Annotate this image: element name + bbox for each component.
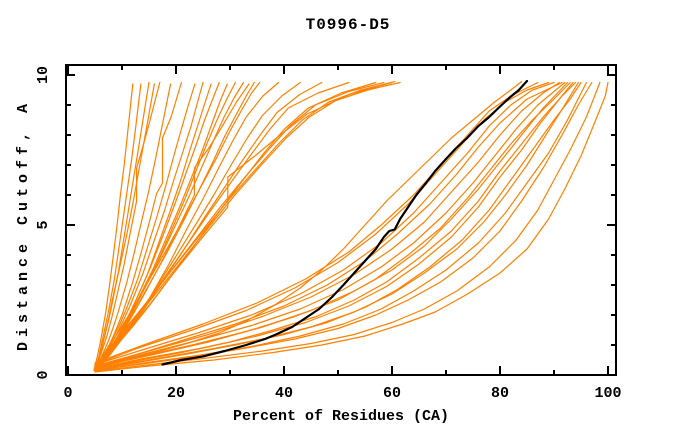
tick-labels-layer: 0 20 40 60 80 100 0 5 10 (35, 66, 622, 402)
model-curve (94, 81, 561, 367)
model-curve (94, 81, 555, 366)
x-tick-label: 0 (63, 385, 72, 402)
model-curve (94, 81, 161, 370)
model-curve (94, 81, 577, 370)
x-axis-label: Percent of Residues (CA) (233, 408, 449, 425)
reference-curve (161, 79, 529, 366)
x-tick-label: 100 (594, 385, 621, 402)
model-curve (94, 81, 385, 367)
model-curve (94, 81, 609, 373)
model-curve (97, 81, 220, 370)
model-curve (94, 83, 142, 372)
x-tick-label: 80 (491, 385, 509, 402)
model-curve (93, 83, 155, 372)
y-tick-label: 5 (35, 220, 52, 229)
chart-title: T0996-D5 (306, 16, 391, 34)
plot-frame (65, 64, 617, 376)
model-curve (95, 81, 301, 370)
model-curve (95, 80, 396, 366)
y-tick-label: 0 (35, 370, 52, 379)
model-curve (98, 81, 401, 366)
model-curve (94, 83, 196, 370)
model-curve (94, 81, 579, 370)
model-curve (94, 81, 601, 372)
model-curve (94, 81, 566, 368)
model-curve (93, 83, 134, 372)
model-curve (94, 81, 571, 369)
model-curve (96, 81, 204, 370)
model-curve (94, 81, 593, 372)
model-curve (94, 83, 172, 372)
model-curve (94, 81, 582, 371)
x-tick-label: 40 (275, 385, 293, 402)
model-curve (96, 81, 255, 369)
y-axis-label: Distance Cutoff, A (15, 99, 32, 351)
model-curve (94, 81, 569, 369)
y-tick-label: 10 (35, 66, 52, 84)
model-curve (94, 81, 261, 369)
axes-layer (65, 64, 617, 376)
x-tick-label: 60 (383, 385, 401, 402)
model-curve (94, 81, 539, 364)
model-curve (94, 81, 563, 367)
curves-layer (93, 79, 609, 373)
model-curve (97, 81, 393, 367)
x-tick-label: 20 (167, 385, 185, 402)
